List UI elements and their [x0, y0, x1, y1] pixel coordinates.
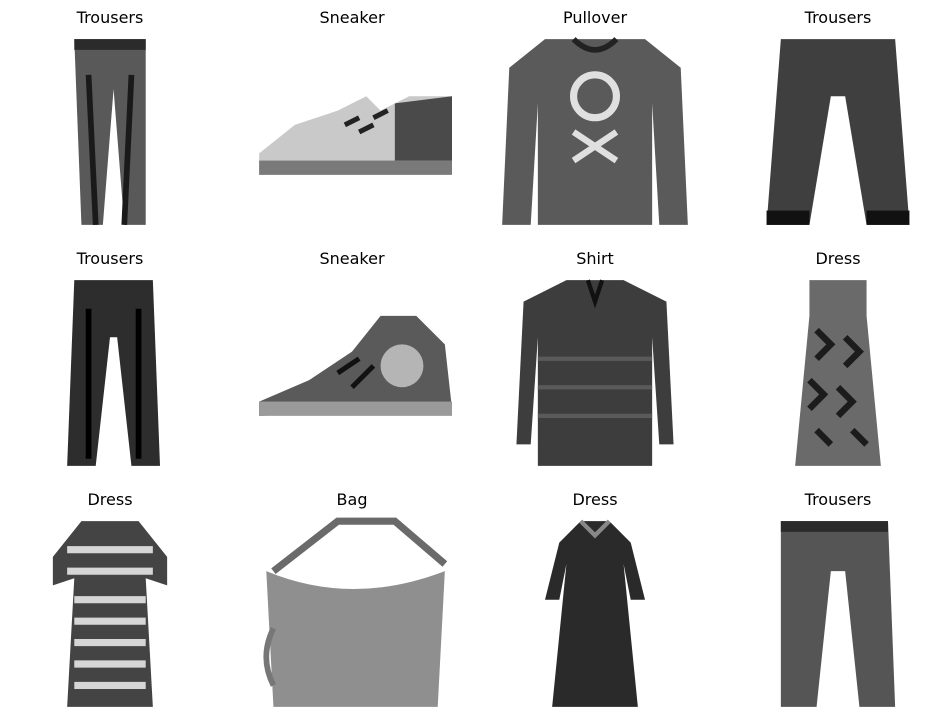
panel-title: Dress	[572, 490, 618, 509]
panel-8: Dress	[738, 243, 938, 475]
panel-6: Sneaker	[252, 243, 452, 475]
panel-1: Trousers	[10, 2, 210, 234]
panel-title: Dress	[87, 490, 133, 509]
dress-image	[495, 514, 695, 714]
dress-image	[738, 273, 938, 473]
panel-title: Trousers	[76, 249, 144, 268]
panel-title: Trousers	[76, 8, 144, 27]
panel-10: Bag	[252, 484, 452, 716]
panel-title: Dress	[815, 249, 861, 268]
panel-title: Trousers	[804, 490, 872, 509]
panel-title: Pullover	[562, 8, 628, 27]
trousers-image	[738, 32, 938, 232]
panel-title: Sneaker	[319, 8, 385, 27]
panel-12: Trousers	[738, 484, 938, 716]
panel-7: Shirt	[495, 243, 695, 475]
trousers-image	[738, 514, 938, 714]
panel-3: Pullover	[495, 2, 695, 234]
panel-title: Bag	[336, 490, 368, 509]
trousers-image	[10, 273, 210, 473]
panel-2: Sneaker	[252, 2, 452, 234]
panel-4: Trousers	[738, 2, 938, 234]
sneaker-image	[252, 273, 452, 473]
panel-title: Sneaker	[319, 249, 385, 268]
panel-5: Trousers	[10, 243, 210, 475]
panel-title: Trousers	[804, 8, 872, 27]
bag-image	[252, 514, 452, 714]
sneaker-image	[252, 32, 452, 232]
shirt-image	[495, 273, 695, 473]
pullover-image	[495, 32, 695, 232]
trousers-image	[10, 32, 210, 232]
panel-title: Shirt	[576, 249, 614, 268]
panel-9: Dress	[10, 484, 210, 716]
panel-11: Dress	[495, 484, 695, 716]
dress-image	[10, 514, 210, 714]
